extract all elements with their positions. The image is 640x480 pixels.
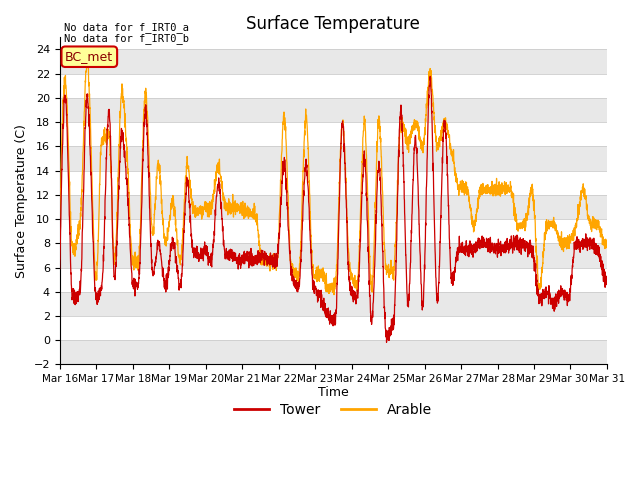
Bar bbox=[60, 340, 607, 364]
Arable bbox=[330, 292, 338, 298]
Text: No data for f_IRT0_a: No data for f_IRT0_a bbox=[64, 22, 189, 33]
Text: BC_met: BC_met bbox=[65, 50, 113, 63]
Title: Surface Temperature: Surface Temperature bbox=[246, 15, 420, 33]
Bar bbox=[60, 292, 607, 316]
Arable bbox=[84, 53, 92, 59]
X-axis label: Time: Time bbox=[318, 385, 349, 398]
Arable bbox=[290, 271, 298, 276]
Arable bbox=[534, 271, 541, 276]
Tower bbox=[534, 285, 541, 290]
Bar bbox=[60, 195, 607, 219]
Arable bbox=[151, 207, 159, 213]
Tower bbox=[289, 278, 297, 284]
Arable bbox=[593, 226, 600, 231]
Bar bbox=[60, 98, 607, 122]
Arable bbox=[603, 238, 611, 243]
Bar bbox=[60, 49, 607, 73]
Bar bbox=[60, 146, 607, 170]
Line: Tower: Tower bbox=[60, 76, 607, 342]
Tower bbox=[266, 262, 273, 268]
Tower bbox=[151, 261, 159, 267]
Arable bbox=[266, 267, 274, 273]
Tower bbox=[56, 266, 63, 272]
Bar bbox=[60, 243, 607, 267]
Arable bbox=[118, 96, 126, 101]
Line: Arable: Arable bbox=[60, 56, 607, 295]
Arable bbox=[56, 216, 63, 221]
Tower bbox=[593, 246, 600, 252]
Text: No data for f_IRT0_b: No data for f_IRT0_b bbox=[64, 33, 189, 44]
Tower bbox=[383, 339, 390, 345]
Tower bbox=[426, 73, 434, 79]
Tower bbox=[118, 133, 126, 139]
Y-axis label: Surface Temperature (C): Surface Temperature (C) bbox=[15, 124, 28, 278]
Tower bbox=[603, 274, 611, 280]
Legend: Tower, Arable: Tower, Arable bbox=[229, 398, 438, 423]
